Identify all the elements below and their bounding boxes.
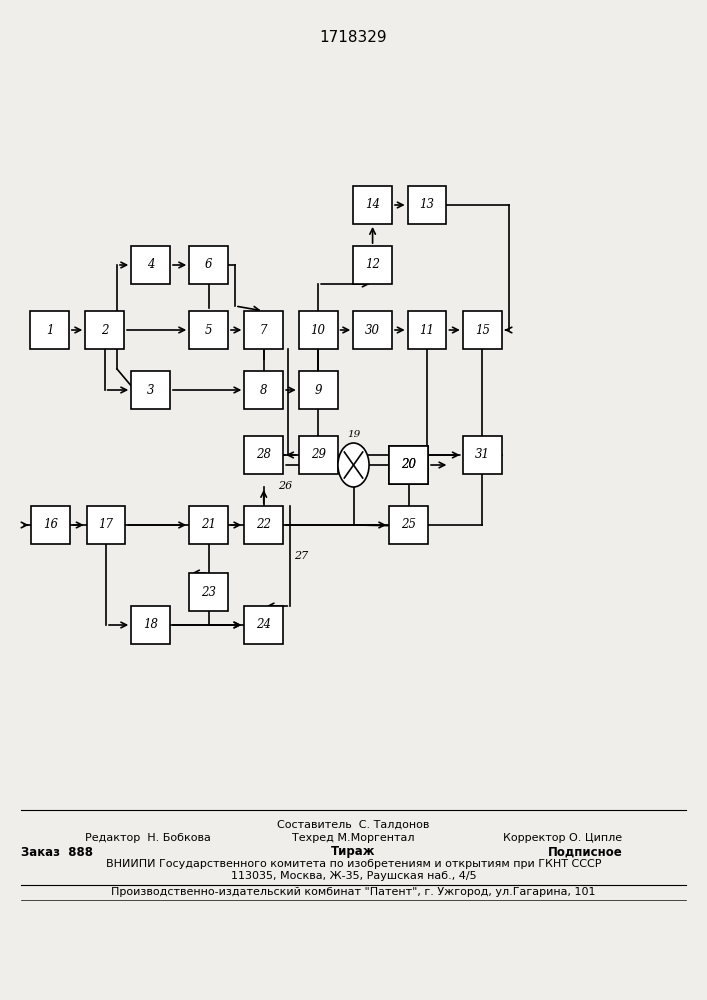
FancyBboxPatch shape	[245, 506, 283, 544]
Text: 19: 19	[347, 430, 360, 439]
Text: 3: 3	[147, 383, 154, 396]
Text: 15: 15	[474, 324, 490, 336]
Text: 17: 17	[98, 518, 114, 532]
FancyBboxPatch shape	[245, 436, 283, 474]
FancyBboxPatch shape	[245, 311, 283, 349]
Text: 10: 10	[310, 324, 326, 336]
FancyBboxPatch shape	[87, 506, 126, 544]
Text: 14: 14	[365, 198, 380, 212]
Text: 26: 26	[278, 481, 292, 491]
FancyBboxPatch shape	[31, 506, 71, 544]
FancyBboxPatch shape	[298, 436, 338, 474]
Text: 28: 28	[256, 448, 271, 462]
Text: 7: 7	[260, 324, 267, 336]
Text: 113035, Москва, Ж-35, Раушская наб., 4/5: 113035, Москва, Ж-35, Раушская наб., 4/5	[230, 871, 477, 881]
FancyBboxPatch shape	[407, 186, 447, 224]
FancyBboxPatch shape	[407, 311, 447, 349]
Text: 5: 5	[205, 324, 212, 336]
Circle shape	[338, 443, 369, 487]
FancyBboxPatch shape	[245, 371, 283, 409]
FancyBboxPatch shape	[189, 506, 228, 544]
FancyBboxPatch shape	[298, 371, 338, 409]
FancyBboxPatch shape	[463, 436, 502, 474]
Text: 24: 24	[256, 618, 271, 632]
FancyBboxPatch shape	[86, 311, 124, 349]
Text: 1: 1	[46, 324, 53, 336]
Text: 2: 2	[101, 324, 108, 336]
Text: 1718329: 1718329	[320, 30, 387, 45]
Text: 27: 27	[294, 551, 308, 561]
FancyBboxPatch shape	[354, 246, 392, 284]
Text: Подписное: Подписное	[547, 846, 622, 858]
Text: 30: 30	[365, 324, 380, 336]
Text: 23: 23	[201, 585, 216, 598]
Text: 29: 29	[310, 448, 326, 462]
FancyBboxPatch shape	[463, 311, 502, 349]
FancyBboxPatch shape	[189, 311, 228, 349]
FancyBboxPatch shape	[354, 186, 392, 224]
Text: Техред М.Моргентал: Техред М.Моргентал	[292, 833, 415, 843]
FancyBboxPatch shape	[245, 606, 283, 644]
FancyBboxPatch shape	[354, 311, 392, 349]
Text: 12: 12	[365, 258, 380, 271]
Text: Заказ  888: Заказ 888	[21, 846, 93, 858]
FancyBboxPatch shape	[390, 506, 428, 544]
Text: Производственно-издательский комбинат "Патент", г. Ужгород, ул.Гагарина, 101: Производственно-издательский комбинат "П…	[111, 887, 596, 897]
Text: Составитель  С. Талдонов: Составитель С. Талдонов	[277, 820, 430, 830]
FancyBboxPatch shape	[132, 606, 170, 644]
Text: 31: 31	[474, 448, 490, 462]
FancyBboxPatch shape	[132, 246, 170, 284]
Text: Тираж: Тираж	[332, 846, 375, 858]
FancyBboxPatch shape	[132, 371, 170, 409]
Text: Редактор  Н. Бобкова: Редактор Н. Бобкова	[85, 833, 211, 843]
Text: 22: 22	[256, 518, 271, 532]
Text: 6: 6	[205, 258, 212, 271]
Text: 20: 20	[401, 458, 416, 472]
Text: Корректор О. Ципле: Корректор О. Ципле	[503, 833, 622, 843]
Text: 20: 20	[401, 458, 416, 472]
Text: 16: 16	[43, 518, 59, 532]
FancyBboxPatch shape	[189, 573, 228, 611]
Text: 9: 9	[315, 383, 322, 396]
Text: 25: 25	[401, 518, 416, 532]
FancyBboxPatch shape	[390, 446, 428, 484]
Text: 18: 18	[143, 618, 158, 632]
Text: ВНИИПИ Государственного комитета по изобретениям и открытиям при ГКНТ СССР: ВНИИПИ Государственного комитета по изоб…	[106, 859, 601, 869]
Text: 11: 11	[419, 324, 435, 336]
FancyBboxPatch shape	[30, 311, 69, 349]
FancyBboxPatch shape	[298, 311, 338, 349]
Text: 21: 21	[201, 518, 216, 532]
FancyBboxPatch shape	[189, 246, 228, 284]
Text: 13: 13	[419, 198, 435, 212]
Text: 8: 8	[260, 383, 267, 396]
FancyBboxPatch shape	[390, 446, 428, 484]
Text: 4: 4	[147, 258, 154, 271]
